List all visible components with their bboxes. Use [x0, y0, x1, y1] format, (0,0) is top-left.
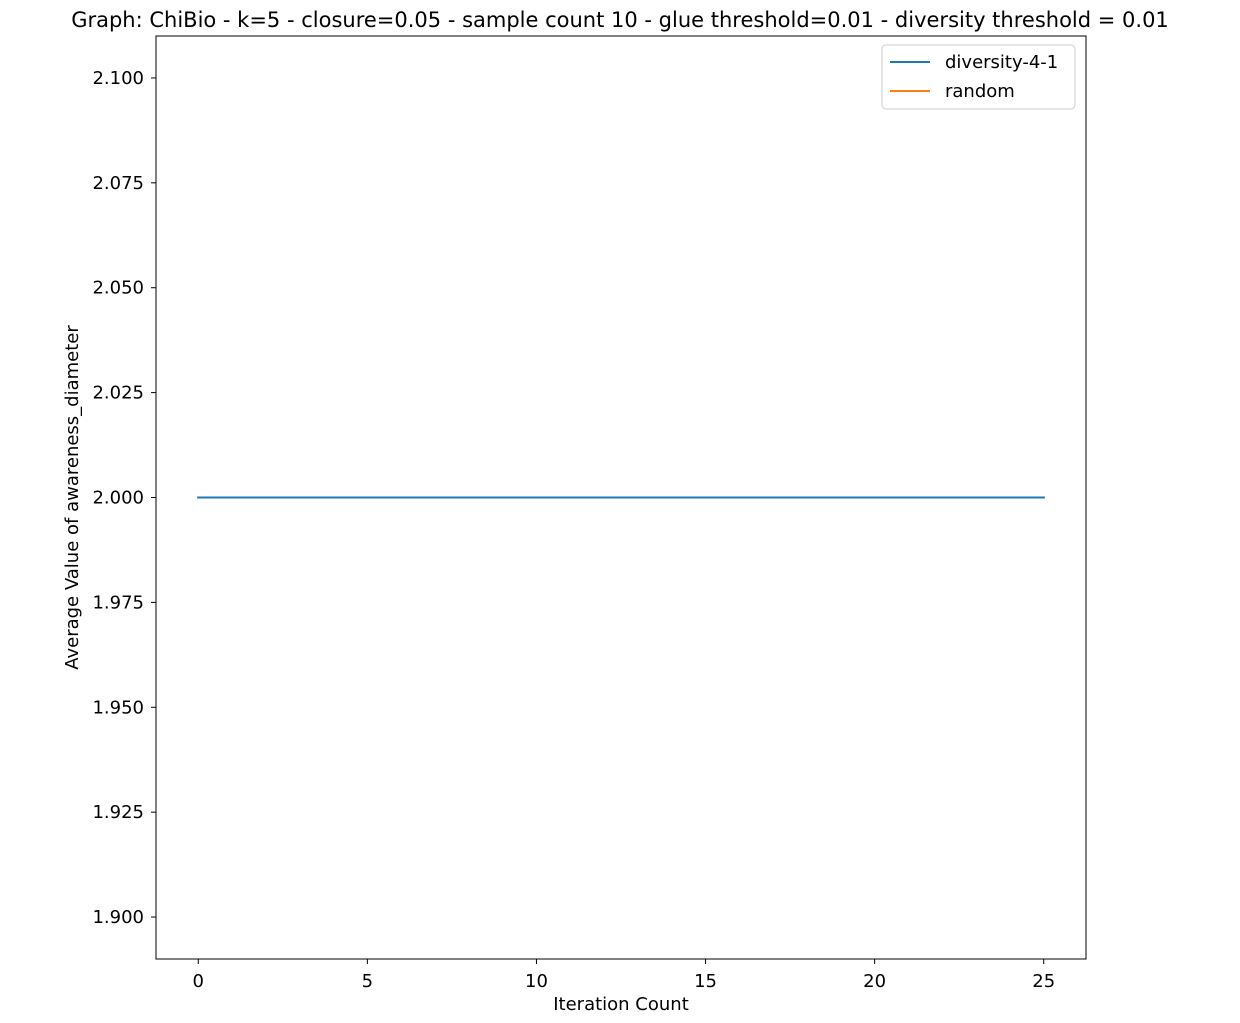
x-tick-label: 0 — [193, 971, 204, 992]
y-tick-label: 2.025 — [92, 383, 144, 404]
legend: diversity-4-1 random — [881, 44, 1076, 110]
y-tick-label: 2.050 — [92, 278, 144, 299]
x-tick-label: 5 — [362, 971, 373, 992]
x-tick-label: 15 — [694, 971, 717, 992]
y-tick-label: 1.975 — [92, 592, 144, 613]
x-tick-label: 25 — [1032, 971, 1055, 992]
y-tick-label: 2.100 — [92, 68, 144, 89]
y-tick-label: 1.950 — [92, 697, 144, 718]
x-tick-label: 10 — [525, 971, 548, 992]
y-axis-label: Average Value of awareness_diameter — [62, 325, 83, 670]
legend-box — [881, 44, 1076, 110]
y-tick-label: 1.900 — [92, 907, 144, 928]
y-axis-ticks: 1.900 1.925 1.950 1.975 2.000 2.025 2.050 2.075… — [92, 68, 156, 928]
x-axis-ticks: 0 5 10 15 20 25 — [193, 959, 1055, 992]
legend-label-random: random — [945, 81, 1015, 102]
y-tick-label: 1.925 — [92, 802, 144, 823]
y-tick-label: 2.075 — [92, 173, 144, 194]
x-tick-label: 20 — [863, 971, 886, 992]
legend-label-diversity-4-1: diversity-4-1 — [945, 52, 1058, 73]
y-tick-label: 2.000 — [92, 488, 144, 509]
x-axis-label: Iteration Count — [553, 994, 689, 1015]
chart-title: Graph: ChiBio - k=5 - closure=0.05 - sam… — [71, 8, 1169, 32]
